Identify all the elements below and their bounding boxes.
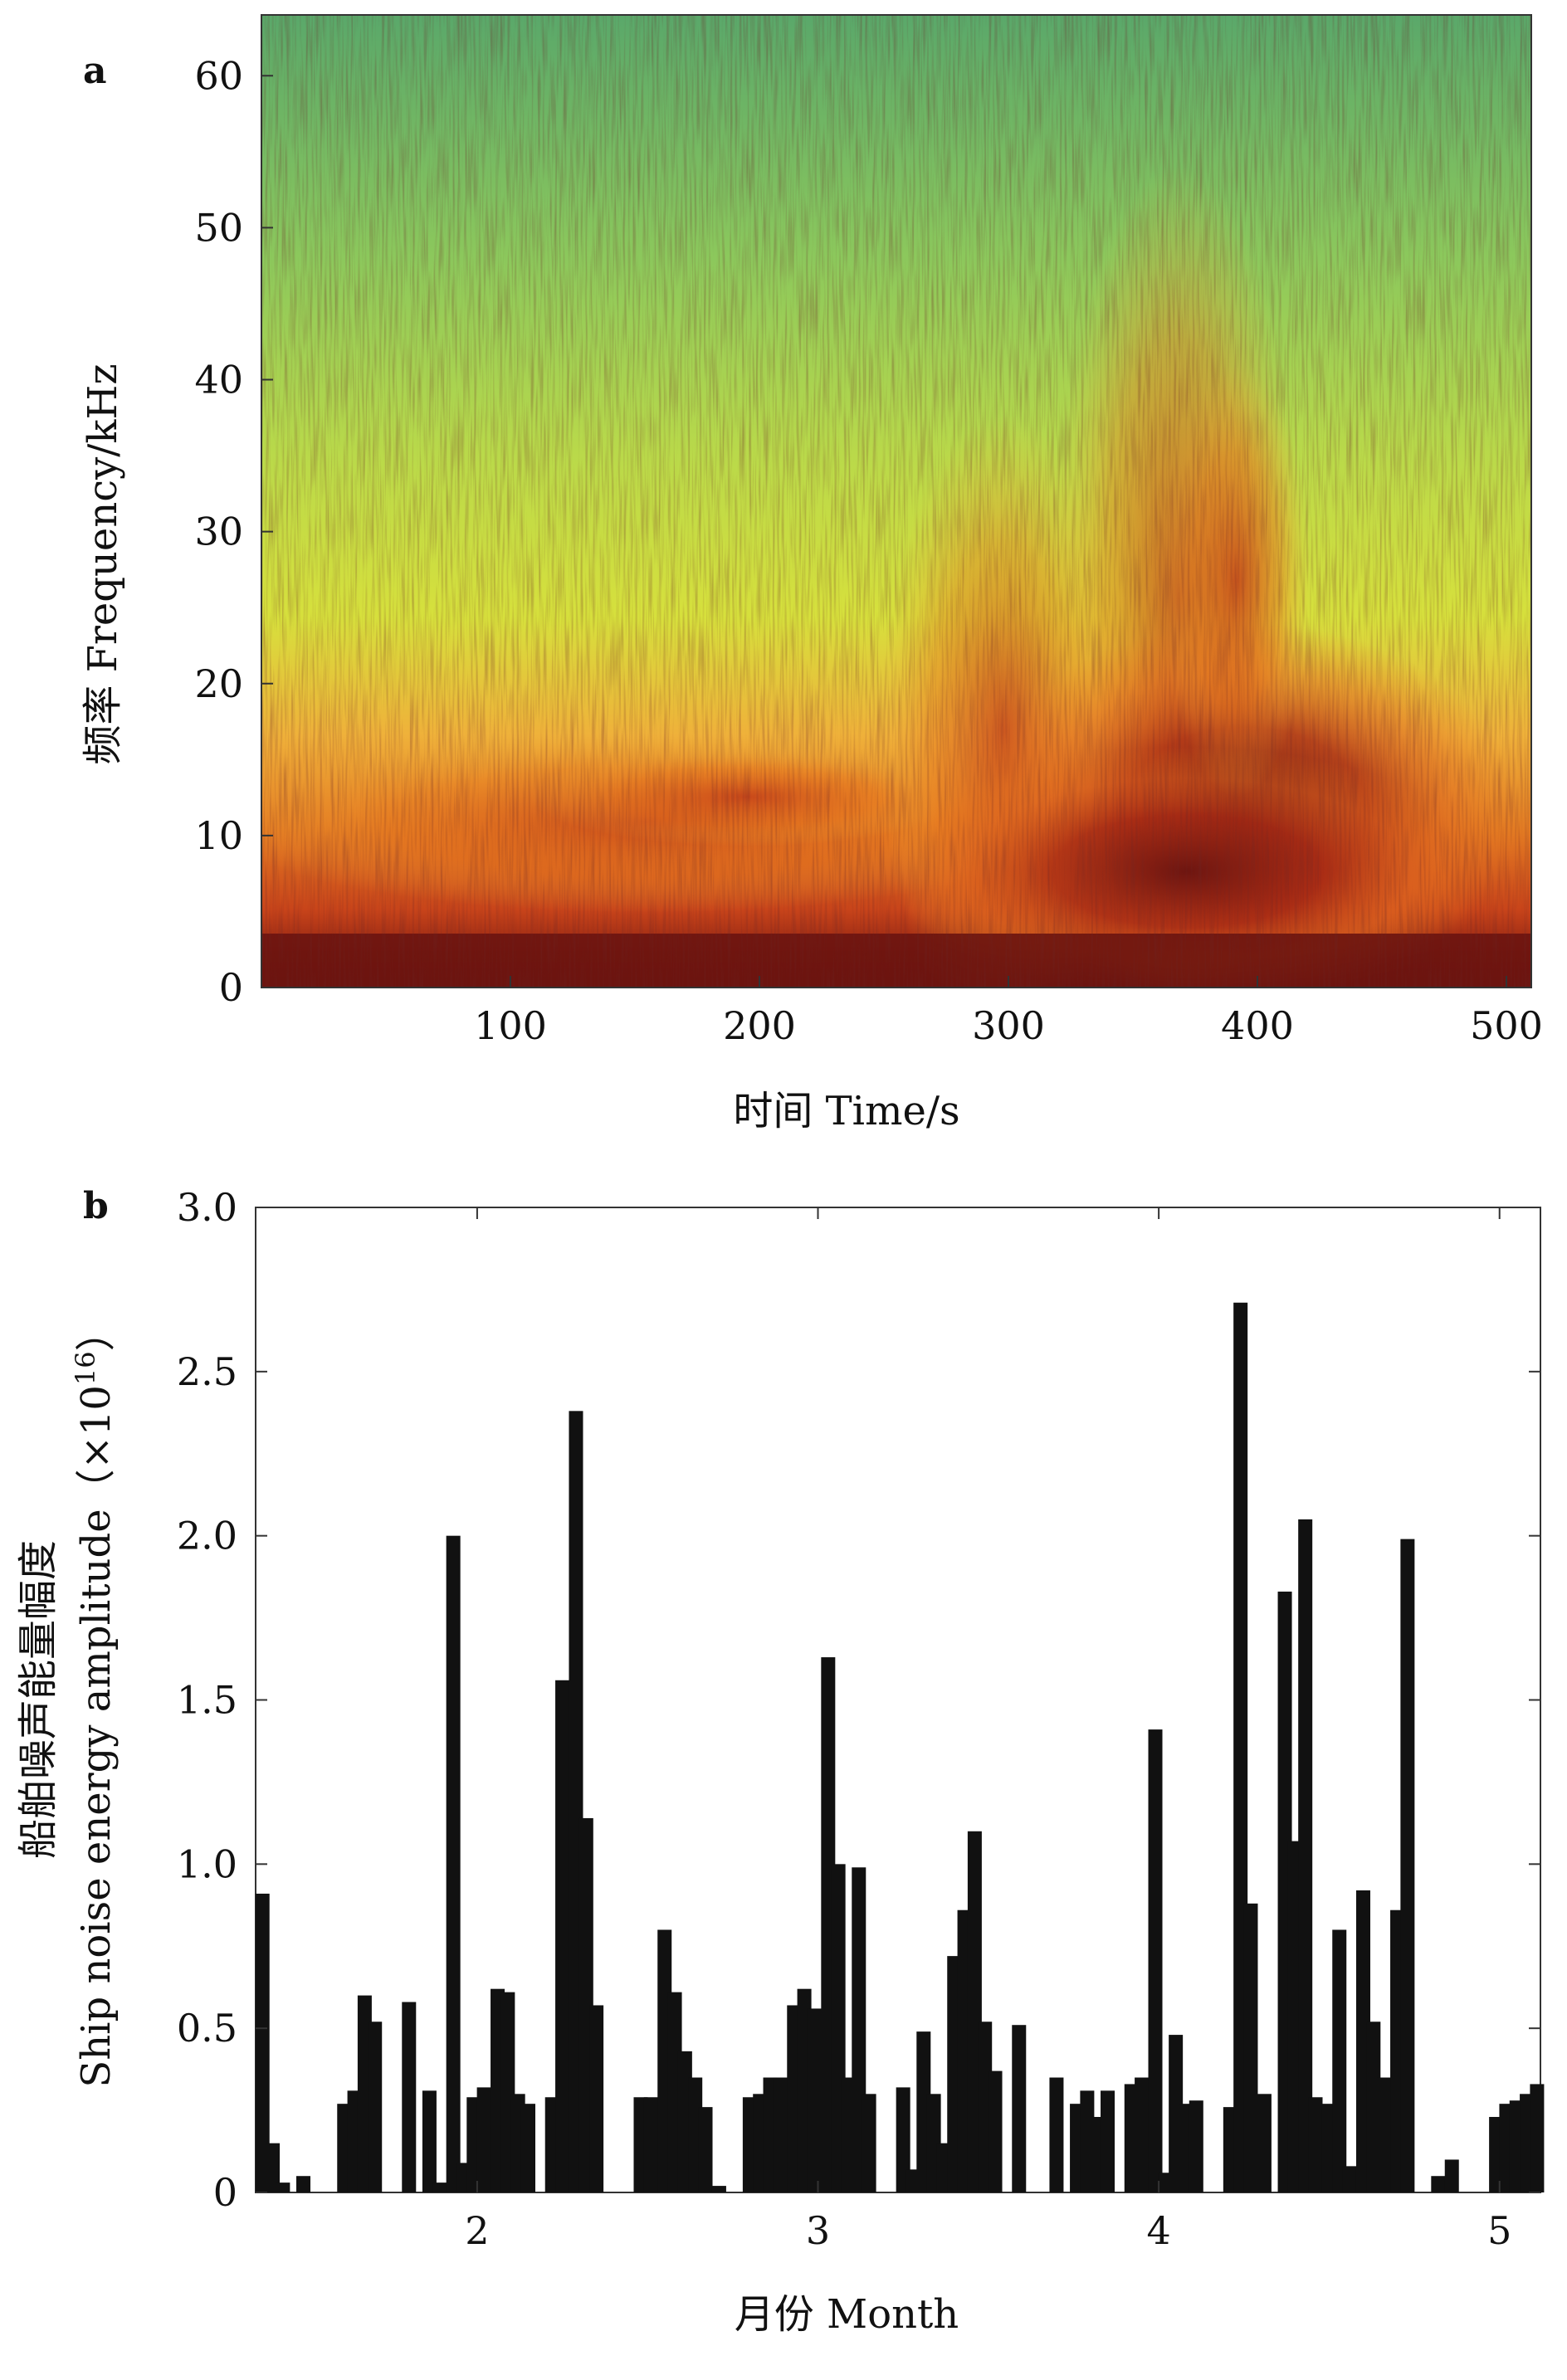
bar xyxy=(1400,1539,1415,2192)
bar xyxy=(276,2182,290,2192)
bar xyxy=(1012,2025,1027,2192)
bar xyxy=(1376,2077,1391,2192)
spectrogram-image xyxy=(261,15,1531,988)
bar xyxy=(1101,2090,1115,2192)
spectrogram-y-tick-label: 10 xyxy=(194,813,243,858)
bar-chart-x-tick-label: 5 xyxy=(1487,2208,1511,2253)
spectrogram-x-tick-label: 100 xyxy=(474,1003,547,1048)
spectrogram-x-tick-label: 200 xyxy=(723,1003,796,1048)
bar-chart-y-ticks: 0 0.5 1.0 1.5 2.0 2.5 3.0 xyxy=(177,1185,1540,2215)
bar xyxy=(1530,2084,1545,2192)
bar-chart-x-axis-title: 月份 Month xyxy=(735,2291,959,2338)
spectrogram-y-tick-label: 30 xyxy=(194,510,243,554)
bar xyxy=(432,2182,447,2192)
spectrogram-panel: a 0 10 20 30 40 50 60 100 200 300 400 500 时间 Time/… xyxy=(80,14,1543,1134)
bar xyxy=(896,2087,910,2192)
bar-chart-frame xyxy=(255,1207,1541,2193)
bar xyxy=(711,2186,726,2192)
bar xyxy=(862,2094,876,2192)
bar xyxy=(589,2005,604,2192)
bar xyxy=(1332,1929,1347,2192)
bar xyxy=(476,2087,491,2192)
y-axis-title-exponent: 16 xyxy=(70,1351,101,1385)
spectrogram-x-tick-label: 300 xyxy=(972,1003,1045,1048)
bar-chart-y-tick-label: 2.0 xyxy=(177,1514,237,1558)
spectrogram-y-axis-title: 频率 Frequency/kHz xyxy=(80,363,126,764)
bar xyxy=(773,2077,788,2192)
spectrogram-x-ticks: 100 200 300 400 500 xyxy=(474,976,1543,1048)
spectrogram-y-tick-label: 50 xyxy=(194,205,243,250)
bar-chart-y-tick-label: 2.5 xyxy=(177,1349,237,1394)
panel-a-tag: a xyxy=(83,50,107,92)
spectrogram-y-tick-label: 0 xyxy=(219,965,243,1010)
bar xyxy=(1148,1729,1163,2192)
bar xyxy=(1444,2159,1459,2192)
bar-chart-y-axis-title-en: Ship noise energy amplitude（×1016） xyxy=(70,1311,120,2087)
bar xyxy=(807,2008,822,2192)
bar xyxy=(1342,2166,1357,2192)
bar-chart-y-tick-label: 0 xyxy=(213,2170,237,2215)
bar xyxy=(1189,2100,1203,2192)
bar xyxy=(1243,1903,1258,2192)
spectrogram-y-ticks: 0 10 20 30 40 50 60 xyxy=(194,53,273,1010)
bar xyxy=(520,2104,535,2192)
bar-chart-x-tick-label: 4 xyxy=(1146,2208,1170,2253)
y-axis-title-en-end: ） xyxy=(73,1311,120,1351)
bar xyxy=(1431,2176,1446,2192)
bar xyxy=(1257,2094,1272,2192)
bar-chart-y-tick-label: 3.0 xyxy=(177,1185,237,1230)
bar xyxy=(1308,2097,1323,2192)
bar xyxy=(266,2143,281,2192)
bar-chart-y-tick-label: 1.0 xyxy=(177,1841,237,1886)
bar xyxy=(555,1680,570,2192)
spectrogram-y-tick-label: 40 xyxy=(194,358,243,402)
spectrogram-frame xyxy=(261,14,1532,988)
y-axis-title-en-main: Ship noise energy amplitude（×10 xyxy=(73,1385,120,2088)
bar xyxy=(1049,2077,1064,2192)
bar-chart-y-axis-title-cn: 船舶噪声能量幅度 xyxy=(15,1540,61,1859)
bar-chart-x-ticks: 2 3 4 5 xyxy=(465,1207,1511,2253)
bar-chart-y-tick-label: 0.5 xyxy=(177,2006,237,2051)
bar xyxy=(422,2090,437,2192)
bar-series xyxy=(255,1302,1545,2192)
bar xyxy=(295,2176,310,2192)
bar xyxy=(368,2022,383,2192)
bar xyxy=(446,1535,461,2192)
bar xyxy=(402,2002,417,2192)
bar xyxy=(643,2097,658,2192)
bar xyxy=(1298,1519,1313,2192)
spectrogram-y-tick-label: 60 xyxy=(194,53,243,98)
spectrogram-x-tick-label: 500 xyxy=(1470,1003,1543,1048)
bar-chart-panel: b 0 0.5 1.0 1.5 2.0 2.5 3.0 2 3 4 5 月份 Month 船舶噪声… xyxy=(15,1185,1545,2338)
bar xyxy=(988,2070,1003,2192)
bar xyxy=(698,2107,713,2192)
bar xyxy=(255,1893,270,2192)
spectrogram-x-axis-title: 时间 Time/s xyxy=(733,1088,959,1134)
spectrogram-x-tick-label: 400 xyxy=(1221,1003,1294,1048)
bar xyxy=(1135,2077,1150,2192)
bar-chart-x-tick-label: 2 xyxy=(465,2208,489,2253)
bar-chart-x-tick-label: 3 xyxy=(806,2208,830,2253)
bar-chart-y-tick-label: 1.5 xyxy=(177,1678,237,1723)
spectrogram-y-tick-label: 20 xyxy=(194,661,243,706)
panel-b-tag: b xyxy=(83,1185,109,1227)
